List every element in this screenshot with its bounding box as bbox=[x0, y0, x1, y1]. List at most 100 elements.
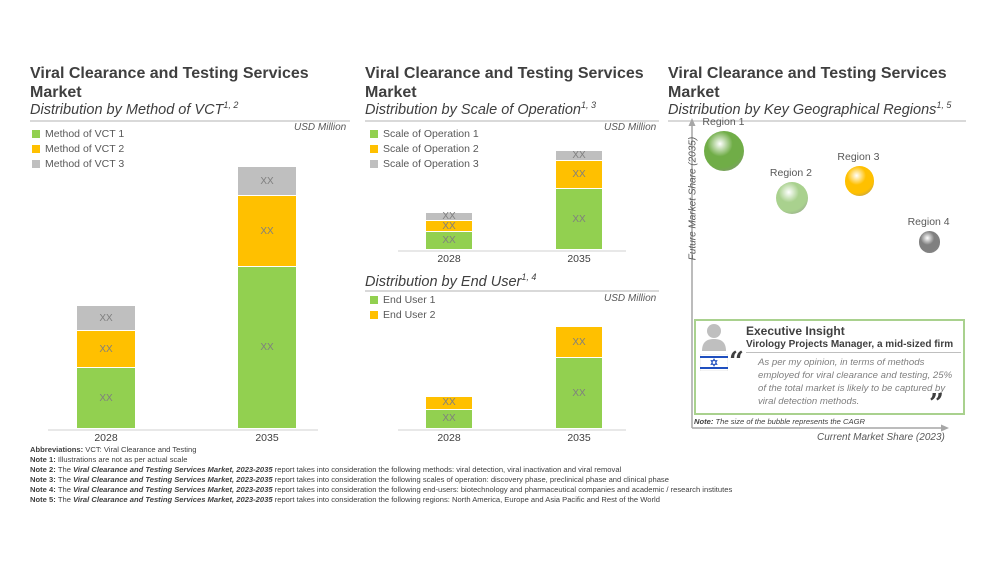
scale-panel-title: Viral Clearance and Testing Services Mar… bbox=[365, 65, 644, 101]
bar-segment: XX bbox=[426, 220, 472, 232]
legend-label: Method of VCT 3 bbox=[45, 157, 125, 170]
bar-segment: XX bbox=[77, 330, 135, 367]
enduser-panel-divider bbox=[365, 290, 659, 292]
bar-data-label: XX bbox=[572, 336, 586, 348]
footnote-text: report takes into consideration the foll… bbox=[272, 485, 733, 494]
open-quote-icon: “ bbox=[729, 347, 744, 377]
footnote-text: The bbox=[57, 465, 74, 474]
legend-item: End User 1 bbox=[370, 292, 436, 307]
geo-axes bbox=[688, 118, 949, 432]
footnote-label: Note 5: bbox=[30, 495, 58, 504]
footnote-label: Note 2: bbox=[30, 465, 58, 474]
bar-data-label: XX bbox=[99, 392, 113, 404]
legend-label: End User 1 bbox=[383, 293, 436, 306]
footnote-text: report takes into consideration the foll… bbox=[272, 475, 669, 484]
method-unit-label: USD Million bbox=[294, 122, 347, 133]
enduser-legend: End User 1 End User 2 bbox=[370, 292, 436, 322]
bar-data-label: XX bbox=[99, 312, 113, 324]
bar-data-label: XX bbox=[260, 175, 274, 187]
bar-data-label: XX bbox=[442, 211, 456, 222]
x-tick-label: 2035 bbox=[255, 432, 279, 444]
x-tick-label: 2028 bbox=[437, 432, 461, 444]
method-panel-title: Viral Clearance and Testing Services Mar… bbox=[30, 65, 309, 101]
x-tick-label: 2035 bbox=[567, 432, 591, 444]
y-axis-arrow bbox=[688, 118, 696, 126]
bar-data-label: XX bbox=[442, 397, 456, 409]
footnote-label: Note 4: bbox=[30, 485, 58, 494]
geo-x-axis-label: Current Market Share (2023) bbox=[817, 432, 945, 443]
legend-item: Method of VCT 2 bbox=[32, 141, 124, 156]
legend-swatch bbox=[370, 129, 378, 138]
x-tick-label: 2028 bbox=[437, 253, 461, 265]
x-tick-label: 2028 bbox=[94, 432, 118, 444]
geo-panel-title: Viral Clearance and Testing Services Mar… bbox=[668, 65, 947, 101]
note-text: The size of the bubble represents the CA… bbox=[715, 417, 865, 426]
footnote-line: Note 1: Illustrations are not as per act… bbox=[30, 455, 732, 465]
israel-flag-icon bbox=[700, 354, 728, 371]
person-avatar-icon bbox=[702, 324, 726, 351]
bar-segment: XX bbox=[426, 395, 472, 409]
bar-data-label: XX bbox=[260, 225, 274, 237]
bar-data-label: XX bbox=[260, 342, 274, 353]
x-axis-arrow bbox=[941, 424, 949, 432]
note-label: Note: bbox=[694, 417, 714, 426]
legend-item: Method of VCT 1 bbox=[32, 126, 124, 141]
scale-legend: Scale of Operation 1 Scale of Operation 2… bbox=[370, 126, 479, 171]
enduser-unit-label: USD Million bbox=[604, 293, 657, 304]
close-quote-icon: ” bbox=[929, 389, 944, 419]
bar-segment: XX bbox=[556, 150, 602, 161]
insight-role: Virology Projects Manager, a mid-sized f… bbox=[746, 339, 954, 350]
insight-heading: Executive Insight bbox=[746, 324, 845, 338]
footnote-label: Note 3: bbox=[30, 475, 58, 484]
legend-swatch bbox=[370, 144, 378, 153]
method-panel-subtitle: Distribution by Method of VCT1, 2 bbox=[30, 100, 238, 118]
report-name: Viral Clearance and Testing Services Mar… bbox=[73, 465, 273, 474]
legend-item: Scale of Operation 1 bbox=[370, 126, 479, 141]
subtitle-footnote-ref: 1, 4 bbox=[521, 272, 537, 282]
bar-segment: XX bbox=[426, 408, 472, 428]
bar-segment: XX bbox=[77, 305, 135, 330]
bar-data-label: XX bbox=[442, 413, 456, 425]
footnotes: Abbreviations: VCT: Viral Clearance and … bbox=[30, 445, 732, 505]
subtitle-footnote-ref: 1, 2 bbox=[223, 100, 239, 110]
bar-segment: XX bbox=[556, 160, 602, 188]
legend-item: Scale of Operation 3 bbox=[370, 156, 479, 171]
footnote-line: Note 4: The Viral Clearance and Testing … bbox=[30, 485, 732, 495]
subtitle-footnote-ref: 1, 5 bbox=[936, 100, 952, 110]
bar-segment: XX bbox=[556, 357, 602, 428]
legend-label: Scale of Operation 1 bbox=[383, 127, 479, 140]
legend-swatch bbox=[32, 144, 40, 153]
footnote-text: Illustrations are not as per actual scal… bbox=[57, 455, 188, 464]
footnote-text: VCT: Viral Clearance and Testing bbox=[85, 445, 197, 454]
footnote-label: Note 1: bbox=[30, 455, 58, 464]
scale-panel-subtitle: Distribution by Scale of Operation1, 3 bbox=[365, 100, 596, 118]
legend-swatch bbox=[370, 159, 378, 168]
legend-item: Scale of Operation 2 bbox=[370, 141, 479, 156]
legend-label: Scale of Operation 2 bbox=[383, 142, 479, 155]
geo-y-axis-label: Future Market Share (2035) bbox=[687, 136, 699, 261]
legend-item: End User 2 bbox=[370, 307, 436, 322]
subtitle-text: Distribution by Method of VCT bbox=[30, 101, 224, 118]
report-name: Viral Clearance and Testing Services Mar… bbox=[73, 495, 273, 504]
insight-divider bbox=[746, 352, 961, 353]
footnote-line: Abbreviations: VCT: Viral Clearance and … bbox=[30, 445, 732, 455]
method-legend: Method of VCT 1 Method of VCT 2 Method of … bbox=[32, 126, 124, 171]
bar-segment: XX bbox=[426, 211, 472, 222]
legend-label: Method of VCT 1 bbox=[45, 127, 125, 140]
bar-segment: XX bbox=[77, 367, 135, 428]
legend-swatch bbox=[32, 129, 40, 138]
footnote-label: Abbreviations: bbox=[30, 445, 86, 454]
bar-data-label: XX bbox=[572, 387, 586, 399]
subtitle-text: Distribution by End User bbox=[365, 273, 522, 290]
bar-data-label: XX bbox=[99, 343, 113, 355]
footnote-line: Note 2: The Viral Clearance and Testing … bbox=[30, 465, 732, 475]
bar-segment: XX bbox=[238, 266, 296, 428]
scale-panel-divider bbox=[365, 120, 659, 122]
bar-segment: XX bbox=[556, 326, 602, 358]
legend-item: Method of VCT 3 bbox=[32, 156, 124, 171]
geo-bubble-note: Note: The size of the bubble represents … bbox=[694, 417, 865, 426]
legend-label: Method of VCT 2 bbox=[45, 142, 125, 155]
subtitle-footnote-ref: 1, 3 bbox=[581, 100, 597, 110]
bar-data-label: XX bbox=[572, 150, 586, 161]
subtitle-text: Distribution by Key Geographical Regions bbox=[668, 101, 937, 118]
